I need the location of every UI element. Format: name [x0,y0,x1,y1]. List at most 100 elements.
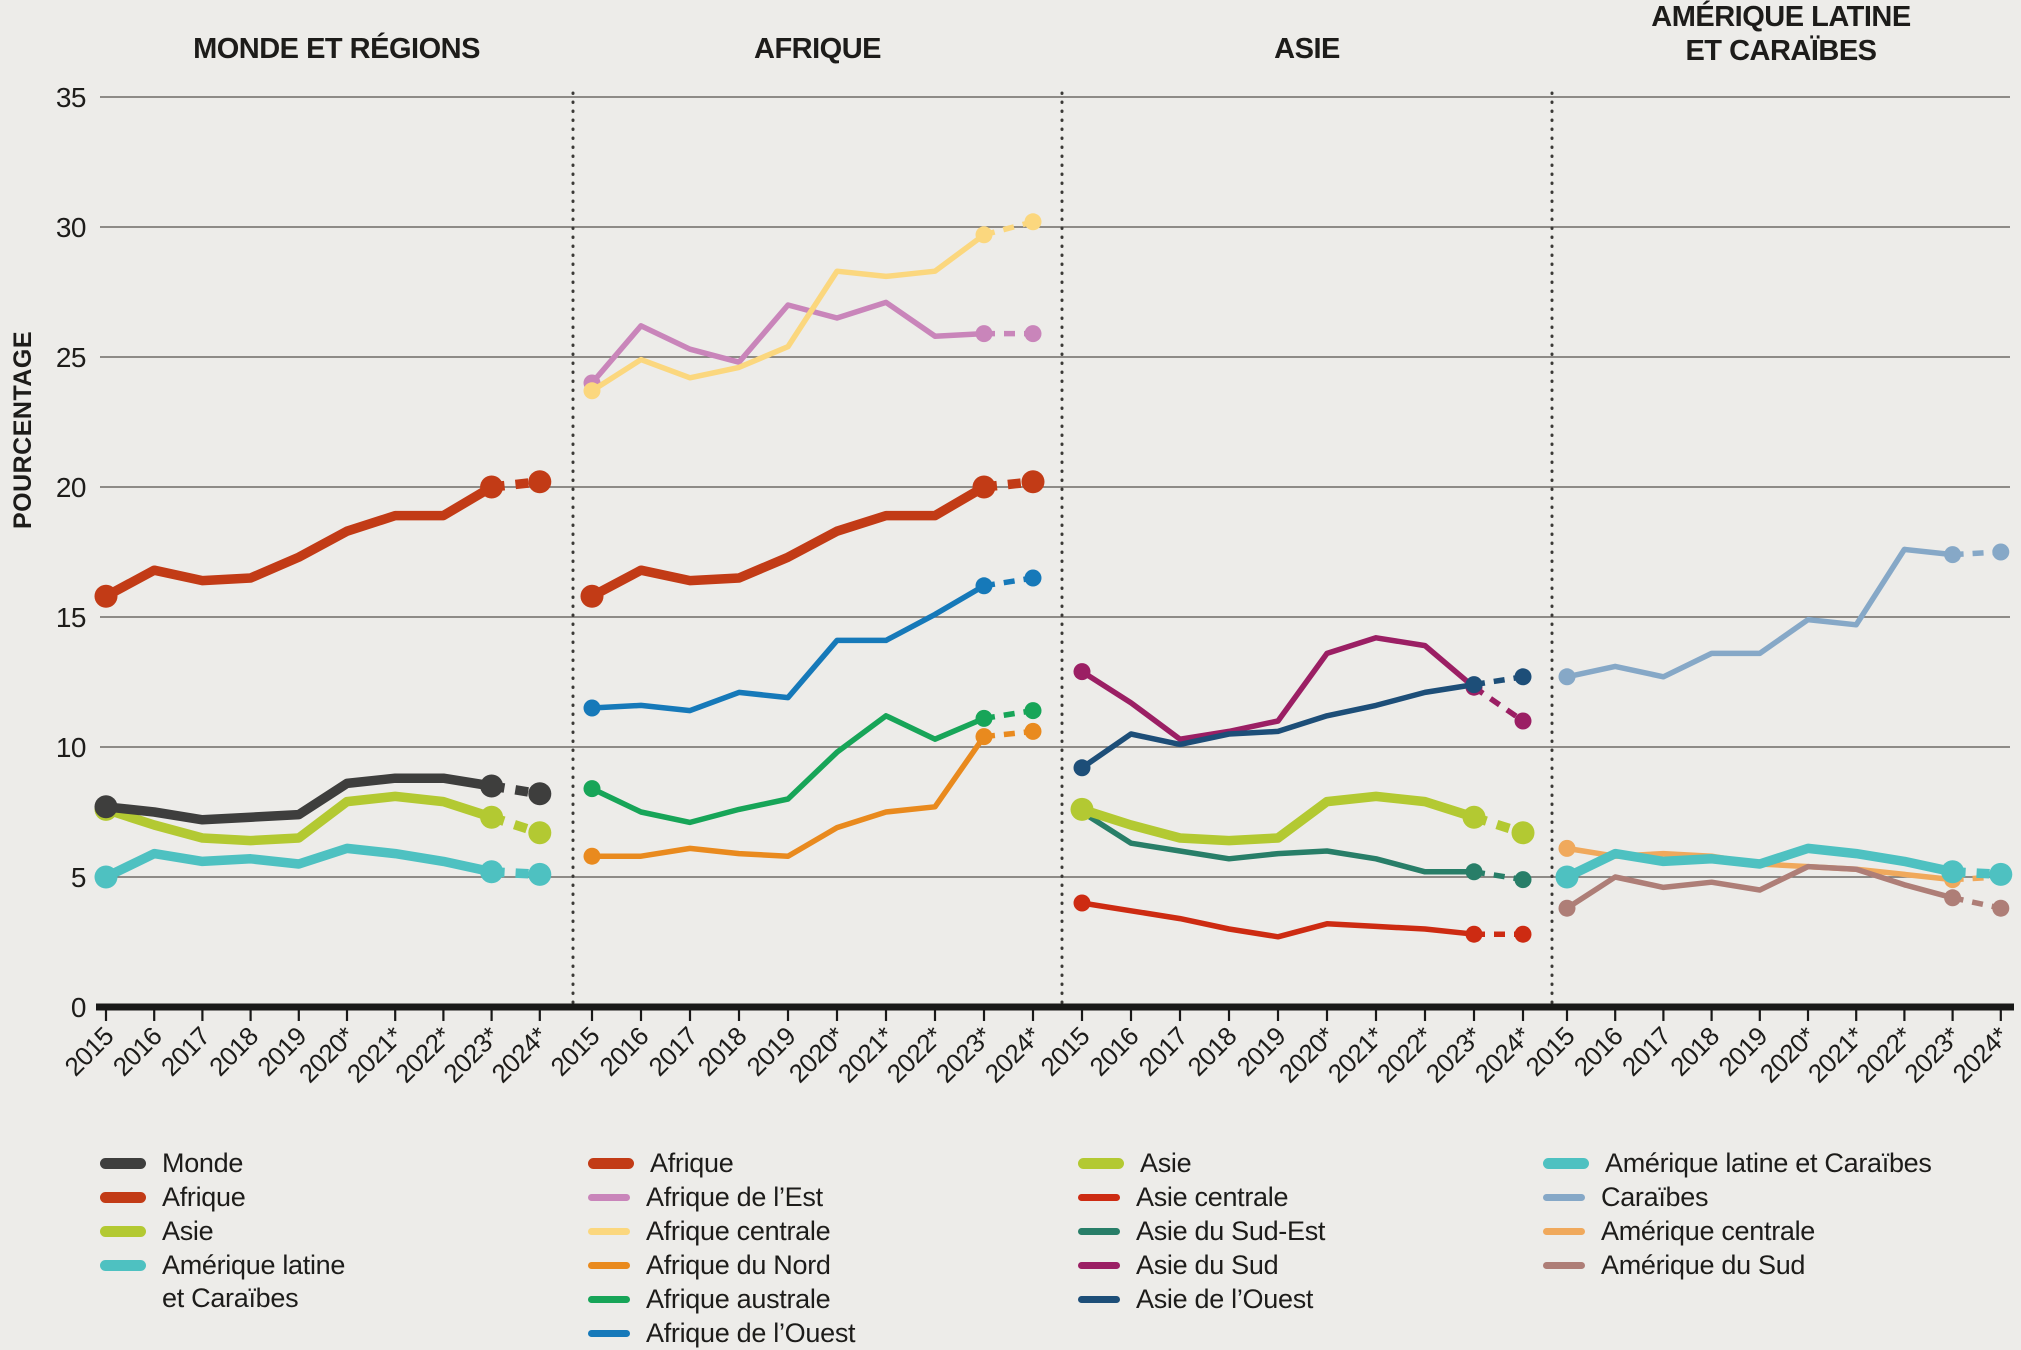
series-marker-asie-du-sud-2015 [1073,663,1091,681]
x-tick-label-2024-panel4: 2024* [1947,1021,2015,1089]
series-line-afrique-australe [589,713,987,826]
y-tick-label-35: 35 [56,82,86,113]
panel-title-amerique-latine-et-caraibes: AMÉRIQUE LATINE [1651,0,1911,33]
series-marker-afrique-de-l-est-2024 [1024,325,1042,343]
legend-swatch-afrique-de-l-est [588,1194,630,1201]
legend-item-asie: Asie [100,1215,214,1248]
series-marker-monde-2024 [528,782,552,806]
legend-item-afrique-australe: Afrique australe [588,1283,831,1316]
legend-swatch-asie [1078,1158,1124,1169]
legend-swatch-afrique-de-l-ouest [588,1330,630,1337]
panel-title-amerique-latine-et-caraibes: ET CARAÏBES [1685,34,1876,67]
series-marker-asie-de-l-ouest-2023 [1465,676,1483,694]
legend-label-line: Afrique centrale [646,1216,831,1246]
series-marker-amerique-latine-et-caraibes-2023 [480,860,504,884]
series-line-afrique [101,482,497,601]
x-tick-label-2015-panel3: 2015 [1035,1021,1096,1082]
x-tick-label-2015-panel1: 2015 [59,1021,120,1082]
x-tick-label-2023-panel2: 2023* [930,1021,998,1089]
legend-item-asie-de-l-ouest: Asie de l’Ouest [1078,1283,1313,1316]
series-marker-afrique-du-nord-2024 [1024,722,1042,740]
series-marker-asie-de-l-ouest-2015 [1073,759,1091,777]
legend-item-afrique-de-l-ouest: Afrique de l’Ouest [588,1317,856,1350]
legend-label-afrique-centrale: Afrique centrale [646,1215,831,1248]
legend-item-afrique: Afrique [100,1181,246,1214]
series-line-amerique-latine-et-caraibes [1562,843,1958,882]
series-line-afrique-du-nord [589,733,987,859]
legend-label-line: Asie du Sud [1136,1250,1279,1280]
x-tick-label-2022-panel3: 2022* [1371,1021,1439,1089]
x-tick-label-2018-panel1: 2018 [203,1021,264,1082]
series-line-asie [1077,791,1479,846]
x-tick-label-2018-panel3: 2018 [1182,1021,1243,1082]
series-line-monde [101,773,497,825]
series-line-afrique-de-l-ouest [589,583,987,714]
x-tick-label-2016-panel2: 2016 [594,1021,655,1082]
legend-label-amerique-latine-et-caraibes: Amérique latine et Caraïbes [1605,1147,1932,1180]
series-marker-afrique-australe-2015 [583,780,601,798]
legend-swatch-amerique-latine-et-caraibes [100,1260,146,1271]
legend-label-asie-de-l-ouest: Asie de l’Ouest [1136,1283,1313,1316]
series-marker-asie-2023 [1462,805,1486,829]
legend-swatch-asie-du-sud-est [1078,1228,1120,1235]
legend-item-monde: Monde [100,1147,243,1180]
legend-label-afrique-de-l-est: Afrique de l’Est [646,1181,823,1214]
series-marker-afrique-2024 [1021,470,1045,494]
x-tick-label-2021-panel2: 2021* [832,1021,900,1089]
legend-swatch-afrique [100,1192,146,1203]
x-tick-label-2021-panel4: 2021* [1802,1021,1870,1089]
series-marker-afrique-de-l-ouest-2023 [975,577,993,595]
legend-label-monde: Monde [162,1147,243,1180]
x-tick-label-2017-panel4: 2017 [1616,1021,1677,1082]
series-marker-afrique-centrale-2023 [975,226,993,244]
x-tick-label-2021-panel1: 2021* [341,1021,409,1089]
legend-label-amerique-du-sud: Amérique du Sud [1601,1249,1805,1282]
legend-label-afrique: Afrique [650,1147,734,1180]
series-marker-afrique-australe-2024 [1024,702,1042,720]
legend-item-amerique-latine-et-caraibes: Amérique latine et Caraïbes [100,1249,345,1315]
series-marker-asie-2015 [1070,797,1094,821]
legend-label-line: Afrique [650,1148,734,1178]
y-tick-label-10: 10 [56,732,86,763]
series-marker-amerique-latine-et-caraibes-2023 [1941,860,1965,884]
series-marker-asie-centrale-2024 [1514,925,1532,943]
panel-title-asie: ASIE [1274,33,1340,65]
legend-swatch-amerique-du-sud [1543,1262,1585,1269]
x-tick-label-2018-panel4: 2018 [1664,1021,1725,1082]
legend-swatch-afrique-du-nord [588,1262,630,1269]
x-tick-label-2022-panel2: 2022* [881,1021,949,1089]
series-line-amerique-du-sud [1564,863,1956,911]
x-tick-label-2023-panel3: 2023* [1420,1021,1488,1089]
legend-label-asie-du-sud-est: Asie du Sud-Est [1136,1215,1325,1248]
x-tick-label-2022-panel4: 2022* [1850,1021,1918,1089]
y-tick-label-0: 0 [71,992,86,1023]
series-line-caraibes [1564,546,1956,680]
x-tick-label-2015-panel2: 2015 [545,1021,606,1082]
series-marker-asie-2024 [1511,821,1535,845]
series-marker-amerique-du-sud-2024 [1992,899,2010,917]
series-marker-amerique-latine-et-caraibes-2024 [1989,862,2013,886]
legend-label-line: Asie du Sud-Est [1136,1216,1326,1246]
series-line-asie-centrale [1079,900,1477,940]
series-projection-dash-asie-du-sud [1472,684,1525,724]
series-marker-amerique-latine-et-caraibes-2015 [94,865,118,889]
legend-label-line: Amérique centrale [1601,1216,1816,1246]
series-marker-afrique-2023 [972,475,996,499]
legend-label-afrique-de-l-ouest: Afrique de l’Ouest [646,1317,856,1350]
x-tick-label-2016-panel3: 2016 [1084,1021,1145,1082]
legend-swatch-amerique-latine-et-caraibes [1543,1158,1589,1169]
legend-item-asie-du-sud: Asie du Sud [1078,1249,1279,1282]
x-tick-label-2020-panel4: 2020* [1754,1021,1822,1089]
legend-item-asie: Asie [1078,1147,1192,1180]
y-tick-label-30: 30 [56,212,86,243]
x-tick-label-2017-panel1: 2017 [155,1021,216,1082]
legend-label-line: Afrique de l’Est [646,1182,823,1212]
y-tick-label-25: 25 [56,342,86,373]
legend-label-line: Afrique australe [646,1284,831,1314]
legend-label-line: Amérique du Sud [1601,1250,1806,1280]
legend-item-afrique-du-nord: Afrique du Nord [588,1249,831,1282]
legend-swatch-monde [100,1158,146,1169]
series-marker-amerique-centrale-2015 [1558,839,1576,857]
series-marker-afrique-de-l-ouest-2024 [1024,569,1042,587]
